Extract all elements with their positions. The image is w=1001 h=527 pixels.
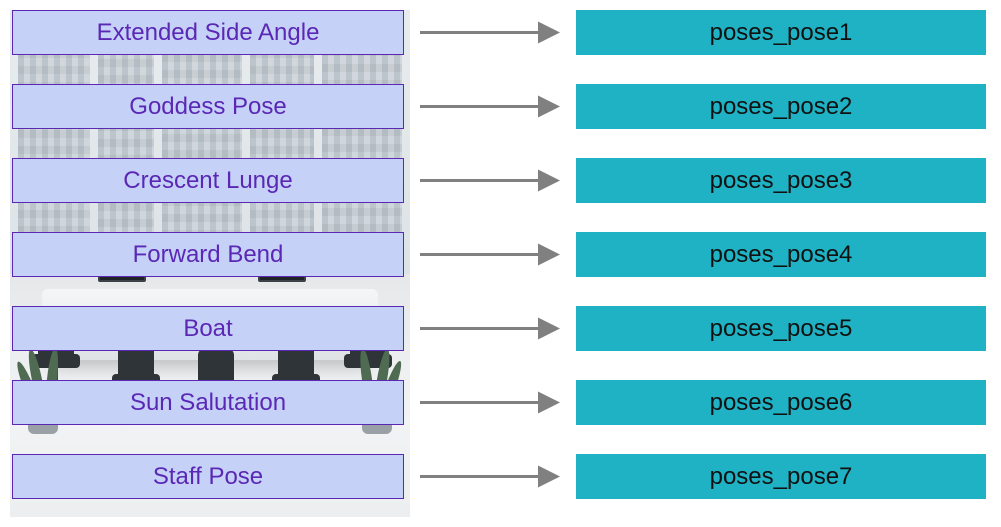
mapping-row: Crescent Lunge poses_pose3 [0, 158, 1001, 203]
target-label-box: poses_pose2 [576, 84, 986, 129]
source-label-box: Crescent Lunge [12, 158, 404, 203]
arrow-right-icon [420, 306, 560, 351]
target-label-box: poses_pose6 [576, 380, 986, 425]
arrow-right-icon [420, 232, 560, 277]
arrow-right-icon [420, 84, 560, 129]
diagram-canvas: Extended Side Angle poses_pose1 Goddess Po… [0, 0, 1001, 527]
source-label-box: Goddess Pose [12, 84, 404, 129]
arrow-right-icon [420, 380, 560, 425]
target-label-box: poses_pose1 [576, 10, 986, 55]
arrow-right-icon [420, 158, 560, 203]
target-label-box: poses_pose3 [576, 158, 986, 203]
mapping-row: Extended Side Angle poses_pose1 [0, 10, 1001, 55]
arrow-right-icon [420, 454, 560, 499]
mapping-row: Boat poses_pose5 [0, 306, 1001, 351]
target-label-box: poses_pose4 [576, 232, 986, 277]
arrow-right-icon [420, 10, 560, 55]
source-label-box: Staff Pose [12, 454, 404, 499]
mapping-row: Goddess Pose poses_pose2 [0, 84, 1001, 129]
source-label-box: Boat [12, 306, 404, 351]
target-label-box: poses_pose5 [576, 306, 986, 351]
source-label-box: Sun Salutation [12, 380, 404, 425]
mapping-row: Forward Bend poses_pose4 [0, 232, 1001, 277]
mapping-row: Staff Pose poses_pose7 [0, 454, 1001, 499]
source-label-box: Forward Bend [12, 232, 404, 277]
mapping-row: Sun Salutation poses_pose6 [0, 380, 1001, 425]
source-label-box: Extended Side Angle [12, 10, 404, 55]
target-label-box: poses_pose7 [576, 454, 986, 499]
